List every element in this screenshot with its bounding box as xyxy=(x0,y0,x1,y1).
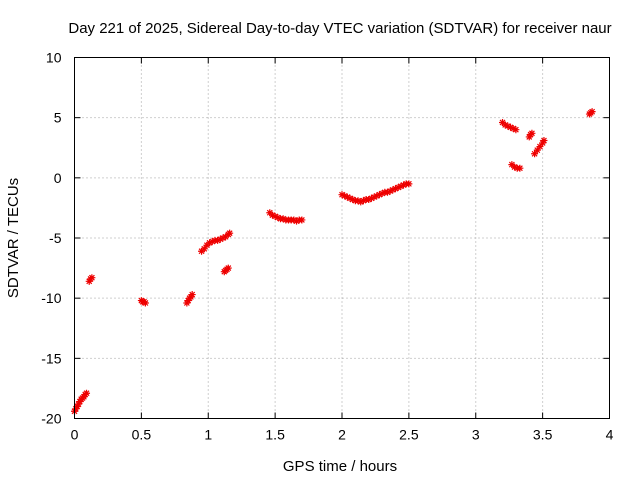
data-point xyxy=(219,234,227,242)
data-point xyxy=(540,137,548,145)
data-point xyxy=(531,150,539,158)
data-point xyxy=(528,129,536,137)
data-point xyxy=(188,291,196,299)
data-point xyxy=(511,163,519,171)
data-point xyxy=(80,393,88,401)
data-point xyxy=(365,195,373,203)
data-point xyxy=(397,182,405,190)
data-point xyxy=(516,164,524,172)
data-point xyxy=(533,146,541,154)
x-tick-label: 0.5 xyxy=(132,427,152,443)
x-tick-label: 2 xyxy=(338,427,346,443)
data-point xyxy=(338,191,346,199)
data-point xyxy=(501,121,509,129)
data-point xyxy=(184,297,192,305)
y-tick-label: -10 xyxy=(41,290,61,306)
data-point xyxy=(405,180,413,188)
data-point xyxy=(367,194,375,202)
data-point xyxy=(383,188,391,196)
data-point xyxy=(539,139,547,147)
data-point xyxy=(346,194,354,202)
plot-frame xyxy=(74,57,610,419)
data-point xyxy=(73,402,81,410)
data-point xyxy=(279,215,287,223)
data-point xyxy=(266,209,274,217)
data-point xyxy=(378,189,386,197)
data-point xyxy=(222,233,230,241)
data-point xyxy=(183,299,191,307)
x-tick-label: 1 xyxy=(204,427,212,443)
data-point xyxy=(389,186,397,194)
x-tick-label: 3 xyxy=(472,427,480,443)
data-point xyxy=(343,193,351,201)
data-point xyxy=(72,405,80,413)
data-point xyxy=(525,133,533,141)
data-point xyxy=(507,123,515,131)
data-point xyxy=(216,235,224,243)
data-point xyxy=(224,264,232,272)
grid-lines xyxy=(74,57,610,419)
data-point xyxy=(271,212,279,220)
y-tick-label: 5 xyxy=(54,110,62,126)
data-point xyxy=(341,192,349,200)
chart-title: Day 221 of 2025, Sidereal Day-to-day VTE… xyxy=(68,20,611,37)
axis-ticks: 0 0.5 1 1.5 2 2.5 3 3.5 4 -20 -15 -10 -5 0 5 10 xyxy=(41,50,613,443)
data-point xyxy=(75,400,83,408)
data-point xyxy=(206,239,214,247)
data-point xyxy=(203,241,211,249)
data-point xyxy=(200,245,208,253)
data-point xyxy=(141,299,149,307)
x-tick-label: 1.5 xyxy=(265,427,285,443)
data-point xyxy=(373,192,381,200)
x-tick-label: 4 xyxy=(606,427,614,443)
x-tick-label: 3.5 xyxy=(533,427,553,443)
x-tick-label: 0 xyxy=(71,427,79,443)
data-point xyxy=(214,236,222,244)
data-point xyxy=(400,181,408,189)
data-point xyxy=(357,198,365,206)
y-tick-label: -5 xyxy=(49,230,62,246)
data-point xyxy=(588,108,596,116)
data-point xyxy=(349,195,357,203)
data-point xyxy=(85,277,93,285)
data-point xyxy=(226,229,234,237)
data-point xyxy=(499,118,506,126)
data-point xyxy=(359,197,367,205)
data-point xyxy=(76,398,84,406)
data-point xyxy=(293,217,301,225)
y-tick-label: 10 xyxy=(46,50,62,66)
data-point xyxy=(370,193,378,201)
data-point xyxy=(392,185,399,193)
data-point xyxy=(88,274,96,282)
data-point xyxy=(508,161,516,169)
data-point xyxy=(274,214,282,222)
x-tick-label: 2.5 xyxy=(399,427,419,443)
data-point xyxy=(198,247,206,255)
data-point xyxy=(394,183,402,191)
data-point xyxy=(504,122,512,130)
data-point xyxy=(386,187,394,195)
data-point xyxy=(298,216,306,224)
y-axis-label: SDTVAR / TECUs xyxy=(5,178,22,298)
data-point xyxy=(509,124,517,132)
data-point xyxy=(208,238,216,246)
data-point xyxy=(536,143,544,151)
x-axis-label: GPS time / hours xyxy=(283,458,397,475)
data-point xyxy=(354,197,362,205)
data-point xyxy=(268,211,276,219)
data-point xyxy=(512,126,520,134)
y-tick-label: 0 xyxy=(54,170,62,186)
y-tick-label: -20 xyxy=(41,411,61,427)
data-point xyxy=(187,293,195,301)
data-point xyxy=(375,191,383,199)
data-point xyxy=(83,389,91,397)
y-tick-label: -15 xyxy=(41,350,61,366)
data-point xyxy=(290,216,298,224)
data-points xyxy=(71,108,596,415)
